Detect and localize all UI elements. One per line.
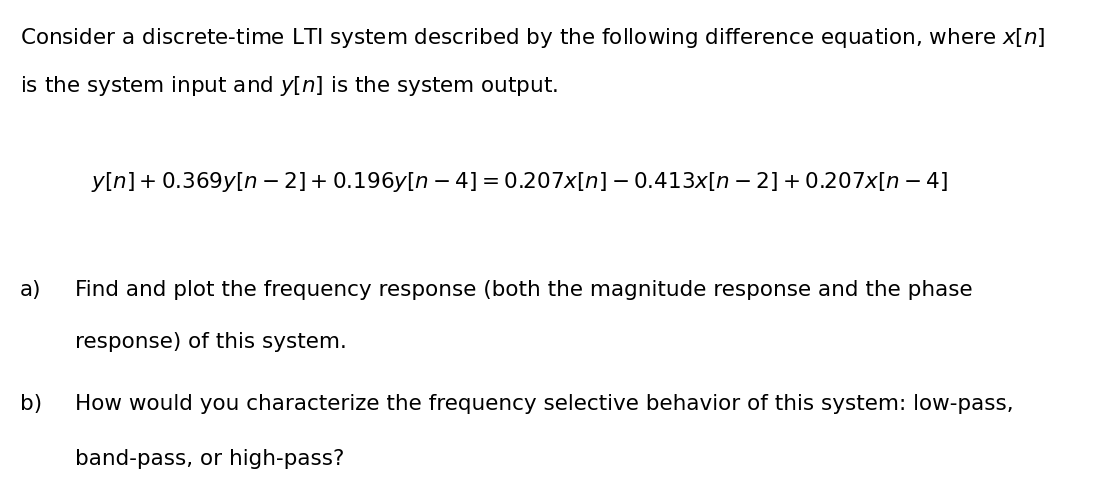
Text: $y[n] + 0.369y[n-2] + 0.196y[n-4] = 0.207x[n] - 0.413x[n-2] + 0.207x[n-4]$: $y[n] + 0.369y[n-2] + 0.196y[n-4] = 0.20…	[91, 170, 948, 194]
Text: band-pass, or high-pass?: band-pass, or high-pass?	[75, 449, 345, 469]
Text: is the system input and $y[n]$ is the system output.: is the system input and $y[n]$ is the sy…	[20, 74, 558, 98]
Text: b): b)	[20, 394, 42, 414]
Text: Consider a discrete-time LTI system described by the following difference equati: Consider a discrete-time LTI system desc…	[20, 26, 1046, 50]
Text: How would you characterize the frequency selective behavior of this system: low-: How would you characterize the frequency…	[75, 394, 1015, 414]
Text: Find and plot the frequency response (both the magnitude response and the phase: Find and plot the frequency response (bo…	[75, 280, 973, 300]
Text: a): a)	[20, 280, 41, 300]
Text: response) of this system.: response) of this system.	[75, 332, 347, 352]
